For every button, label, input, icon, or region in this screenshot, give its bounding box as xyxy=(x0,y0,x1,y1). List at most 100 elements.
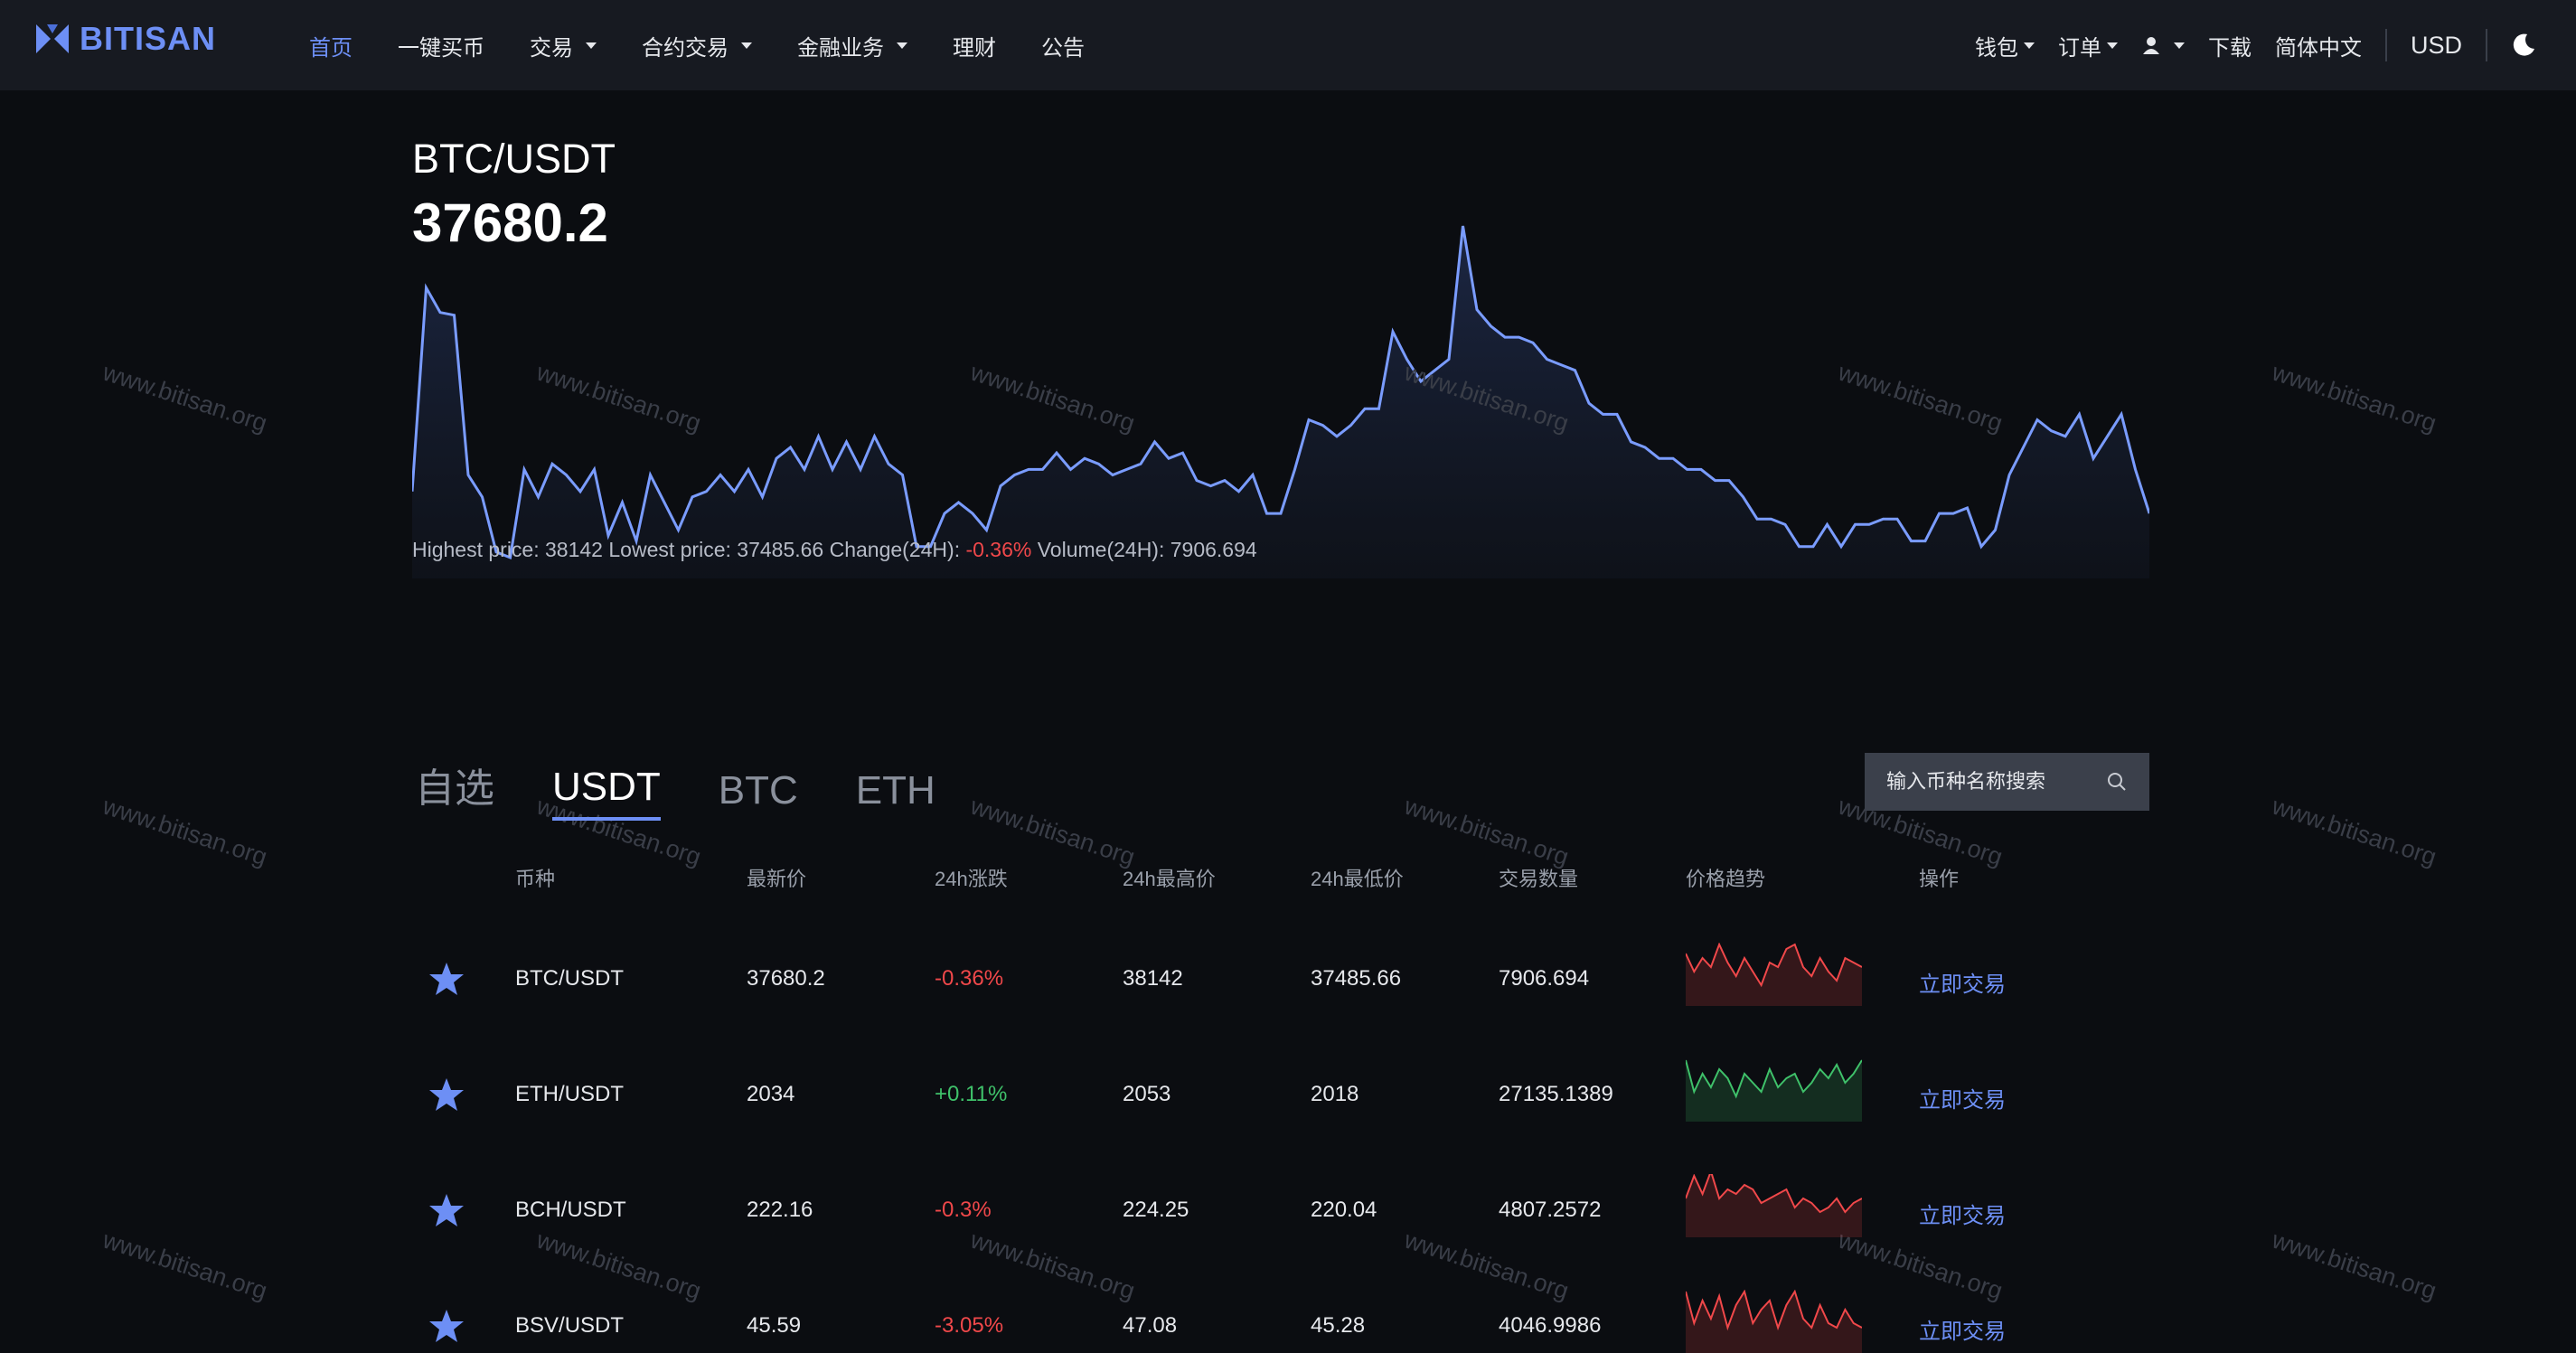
low-label: Lowest price: xyxy=(602,538,738,561)
cell-change: -0.3% xyxy=(935,1198,992,1222)
ticker-stats: Highest price: 38142 Lowest price: 37485… xyxy=(412,538,1257,562)
cell-high: 47.08 xyxy=(1123,1313,1178,1338)
column-header: 24h涨跌 xyxy=(935,868,1008,890)
logo-icon xyxy=(36,24,69,53)
nav-item[interactable]: 首页 xyxy=(309,30,353,61)
watermark: www.bitisan.org xyxy=(99,1226,271,1305)
nav-item[interactable]: 合约交易 xyxy=(642,30,752,61)
nav-item[interactable]: 公告 xyxy=(1041,30,1085,61)
cell-change: +0.11% xyxy=(935,1082,1008,1106)
watermark: www.bitisan.org xyxy=(2269,1226,2440,1305)
chart-price-line xyxy=(412,225,2149,559)
search-input[interactable] xyxy=(1865,769,2105,794)
watermark: www.bitisan.org xyxy=(967,1226,1139,1305)
column-header: 最新价 xyxy=(747,868,807,890)
market-tab[interactable]: 自选 xyxy=(415,766,494,811)
cell-high: 2053 xyxy=(1123,1082,1171,1106)
favorite-star-icon[interactable] xyxy=(428,1308,465,1344)
wallet-menu[interactable]: 钱包 xyxy=(1975,30,2035,61)
nav-item[interactable]: 交易 xyxy=(530,30,597,61)
cell-price: 37680.2 xyxy=(747,966,825,991)
nav-item[interactable]: 金融业务 xyxy=(797,30,907,61)
watermark: www.bitisan.org xyxy=(2269,358,2440,437)
volume-value: 7906.694 xyxy=(1170,538,1257,561)
trade-now-link[interactable]: 立即交易 xyxy=(1919,972,2006,997)
chevron-down-icon xyxy=(2106,42,2118,49)
currency-selector[interactable]: USD xyxy=(2410,31,2462,59)
favorite-star-icon[interactable] xyxy=(428,1076,465,1113)
chevron-down-icon xyxy=(897,42,907,49)
trade-now-link[interactable]: 立即交易 xyxy=(1919,1320,2006,1344)
cell-high: 38142 xyxy=(1123,966,1183,991)
nav-item[interactable]: 一键买币 xyxy=(398,30,484,61)
trade-now-link[interactable]: 立即交易 xyxy=(1919,1204,2006,1228)
wallet-label: 钱包 xyxy=(1974,35,2018,61)
favorite-star-icon[interactable] xyxy=(428,1192,465,1228)
trade-now-link[interactable]: 立即交易 xyxy=(1919,1088,2006,1113)
change-value: -0.36% xyxy=(965,538,1032,561)
cell-pair: BCH/USDT xyxy=(515,1198,626,1222)
favorite-star-icon[interactable] xyxy=(428,961,465,997)
chevron-down-icon xyxy=(741,42,752,49)
logo-text: BITISAN xyxy=(80,20,216,57)
nav-item-label: 交易 xyxy=(530,35,573,61)
nav-item[interactable]: 理财 xyxy=(953,30,996,61)
nav-item-label: 公告 xyxy=(1041,35,1085,61)
cell-price: 45.59 xyxy=(747,1313,802,1338)
search-icon[interactable] xyxy=(2106,771,2128,793)
column-header: 交易数量 xyxy=(1499,868,1579,890)
top-navbar: BITISAN 首页 一键买币 交易 合约交易 金融业务 理财 公告 钱包 订单 下载 简体… xyxy=(0,0,2576,90)
cell-volume: 7906.694 xyxy=(1499,966,1590,991)
chart-area-fill xyxy=(412,226,2149,578)
column-header: 24h最低价 xyxy=(1311,868,1404,890)
main-nav: 首页 一键买币 交易 合约交易 金融业务 理财 公告 xyxy=(309,0,1130,90)
orders-label: 订单 xyxy=(2057,35,2101,61)
cell-price: 2034 xyxy=(747,1082,795,1106)
nav-item-label: 理财 xyxy=(953,35,996,61)
cell-high: 224.25 xyxy=(1123,1198,1189,1222)
theme-toggle[interactable] xyxy=(2511,33,2536,58)
cell-volume: 27135.1389 xyxy=(1499,1082,1613,1106)
price-trend-sparkline xyxy=(1686,1290,1862,1353)
watermark: www.bitisan.org xyxy=(1401,1226,1573,1305)
watermark: www.bitisan.org xyxy=(2269,792,2440,871)
cell-low: 220.04 xyxy=(1311,1198,1377,1222)
nav-item-label: 金融业务 xyxy=(797,35,884,61)
cell-change: -0.36% xyxy=(935,966,1004,991)
download-link[interactable]: 下载 xyxy=(2207,35,2252,61)
column-header: 24h最高价 xyxy=(1123,868,1216,890)
cell-low: 37485.66 xyxy=(1311,966,1402,991)
volume-label: Volume(24H): xyxy=(1031,538,1170,561)
price-trend-sparkline xyxy=(1686,943,1862,1006)
chevron-down-icon xyxy=(586,42,597,49)
chevron-down-icon xyxy=(2023,42,2035,49)
orders-menu[interactable]: 订单 xyxy=(2058,30,2118,61)
cell-pair: BSV/USDT xyxy=(515,1313,625,1338)
cell-low: 45.28 xyxy=(1311,1313,1366,1338)
price-chart xyxy=(412,225,2149,578)
market-tab[interactable]: ETH xyxy=(855,768,935,813)
language-selector[interactable]: 简体中文 xyxy=(2274,35,2362,61)
high-value: 38142 xyxy=(545,538,603,561)
user-icon xyxy=(2142,37,2159,54)
cell-price: 222.16 xyxy=(747,1198,813,1222)
cell-pair: ETH/USDT xyxy=(515,1082,624,1106)
column-header: 操作 xyxy=(1919,868,1960,890)
change-label: Change(24H): xyxy=(823,538,966,561)
nav-item-label: 首页 xyxy=(309,35,353,61)
nav-right: 钱包 订单 下载 简体中文 USD xyxy=(1975,0,2576,90)
divider xyxy=(2486,29,2487,61)
market-tabs: 自选 USDT BTC ETH xyxy=(415,756,993,821)
watermark: www.bitisan.org xyxy=(99,358,271,437)
cell-volume: 4046.9986 xyxy=(1499,1313,1602,1338)
divider xyxy=(2384,29,2387,61)
low-value: 37485.66 xyxy=(737,538,824,561)
cell-low: 2018 xyxy=(1311,1082,1359,1106)
cell-volume: 4807.2572 xyxy=(1499,1198,1602,1222)
market-tab[interactable]: BTC xyxy=(718,768,798,813)
logo[interactable]: BITISAN xyxy=(34,20,216,58)
cell-change: -3.05% xyxy=(935,1313,1004,1338)
user-menu[interactable] xyxy=(2141,35,2185,55)
cell-pair: BTC/USDT xyxy=(515,966,624,991)
market-tab[interactable]: USDT xyxy=(552,765,661,821)
